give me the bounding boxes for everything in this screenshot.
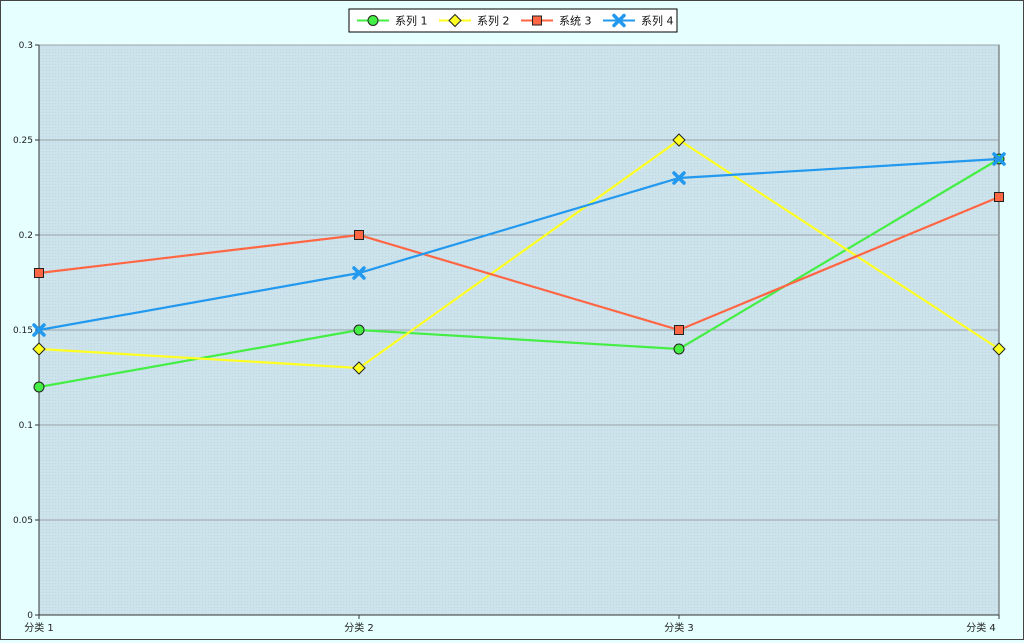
x-tick-label: 分类 1 xyxy=(24,621,54,634)
data-point xyxy=(352,266,366,280)
legend-label: 系列 2 xyxy=(477,14,510,28)
data-point xyxy=(448,13,462,28)
x-tick-label: 分类 2 xyxy=(344,621,374,634)
y-tick-label: 0.2 xyxy=(19,231,33,241)
data-point xyxy=(33,381,45,393)
legend-label: 系统 3 xyxy=(559,15,592,28)
y-tick-label: 0.25 xyxy=(13,136,33,146)
y-tick-label: 0 xyxy=(27,611,33,621)
legend-item: 系列 1 xyxy=(357,14,428,28)
data-point xyxy=(673,343,685,355)
data-point xyxy=(352,361,366,375)
data-point xyxy=(672,171,686,185)
series-line xyxy=(38,157,1000,332)
data-point xyxy=(354,230,364,240)
data-point xyxy=(994,192,1004,202)
gridlines xyxy=(39,44,999,521)
data-point xyxy=(612,13,626,28)
data-point xyxy=(674,325,684,335)
series-line xyxy=(38,195,1000,332)
x-tick-label: 分类 3 xyxy=(664,621,694,634)
series-3 xyxy=(34,192,1004,335)
series-4 xyxy=(32,152,1006,337)
data-point xyxy=(992,152,1006,166)
data-point xyxy=(532,15,542,26)
data-point xyxy=(367,15,379,26)
data-point xyxy=(32,323,46,337)
y-tick-label: 0.15 xyxy=(13,326,33,336)
legend-item: 系列 4 xyxy=(603,14,674,28)
series-2 xyxy=(32,133,1006,375)
x-tick-label: 分类 4 xyxy=(966,621,996,634)
data-point xyxy=(992,342,1006,356)
legend-label: 系列 1 xyxy=(395,14,428,28)
legend-item: 系统 3 xyxy=(521,15,592,28)
data-point xyxy=(672,133,686,147)
legend-box xyxy=(348,8,678,33)
y-tick-label: 0.05 xyxy=(13,516,33,526)
data-point xyxy=(34,268,44,278)
data-point xyxy=(32,342,46,356)
series-line xyxy=(38,138,1000,370)
series-lines xyxy=(32,133,1006,393)
legend-item: 系列 2 xyxy=(439,14,510,28)
y-tick-label: 0.1 xyxy=(19,421,33,431)
y-tick-label: 0.3 xyxy=(19,41,33,51)
legend: 系列 1 系列 2 系统 3 系列 4 xyxy=(348,8,678,33)
legend-label: 系列 4 xyxy=(641,14,674,28)
data-point xyxy=(353,324,365,336)
